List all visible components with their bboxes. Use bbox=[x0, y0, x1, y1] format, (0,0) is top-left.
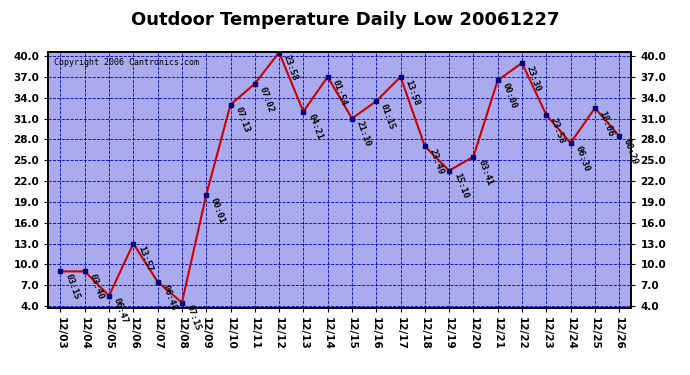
Text: 15:10: 15:10 bbox=[452, 172, 470, 200]
Text: 01:54: 01:54 bbox=[331, 78, 348, 106]
Text: 07:13: 07:13 bbox=[233, 106, 251, 134]
Text: 07:02: 07:02 bbox=[257, 85, 275, 114]
Text: 23:49: 23:49 bbox=[428, 148, 445, 176]
Text: 03:15: 03:15 bbox=[63, 273, 81, 301]
Text: 23:30: 23:30 bbox=[525, 64, 542, 93]
Text: 04:21: 04:21 bbox=[306, 113, 324, 141]
Text: 13:58: 13:58 bbox=[404, 78, 421, 106]
Text: 03:40: 03:40 bbox=[88, 273, 105, 301]
Text: 08:29: 08:29 bbox=[622, 137, 640, 166]
Text: 23:58: 23:58 bbox=[549, 116, 566, 145]
Text: 07:15: 07:15 bbox=[185, 304, 202, 332]
Text: 21:10: 21:10 bbox=[355, 120, 373, 148]
Text: 23:58: 23:58 bbox=[282, 54, 299, 82]
Text: 06:47: 06:47 bbox=[112, 297, 130, 326]
Text: 03:41: 03:41 bbox=[476, 158, 494, 186]
Text: Copyright 2006 Cantronics.com: Copyright 2006 Cantronics.com bbox=[54, 58, 199, 67]
Text: 06:48: 06:48 bbox=[160, 283, 178, 312]
Text: 01:15: 01:15 bbox=[379, 102, 397, 131]
Text: Outdoor Temperature Daily Low 20061227: Outdoor Temperature Daily Low 20061227 bbox=[130, 11, 560, 29]
Text: 13:57: 13:57 bbox=[136, 245, 154, 273]
Text: 00:01: 00:01 bbox=[209, 196, 226, 225]
Text: 06:30: 06:30 bbox=[573, 144, 591, 172]
Text: 00:00: 00:00 bbox=[500, 82, 518, 110]
Text: 18:06: 18:06 bbox=[598, 110, 615, 138]
